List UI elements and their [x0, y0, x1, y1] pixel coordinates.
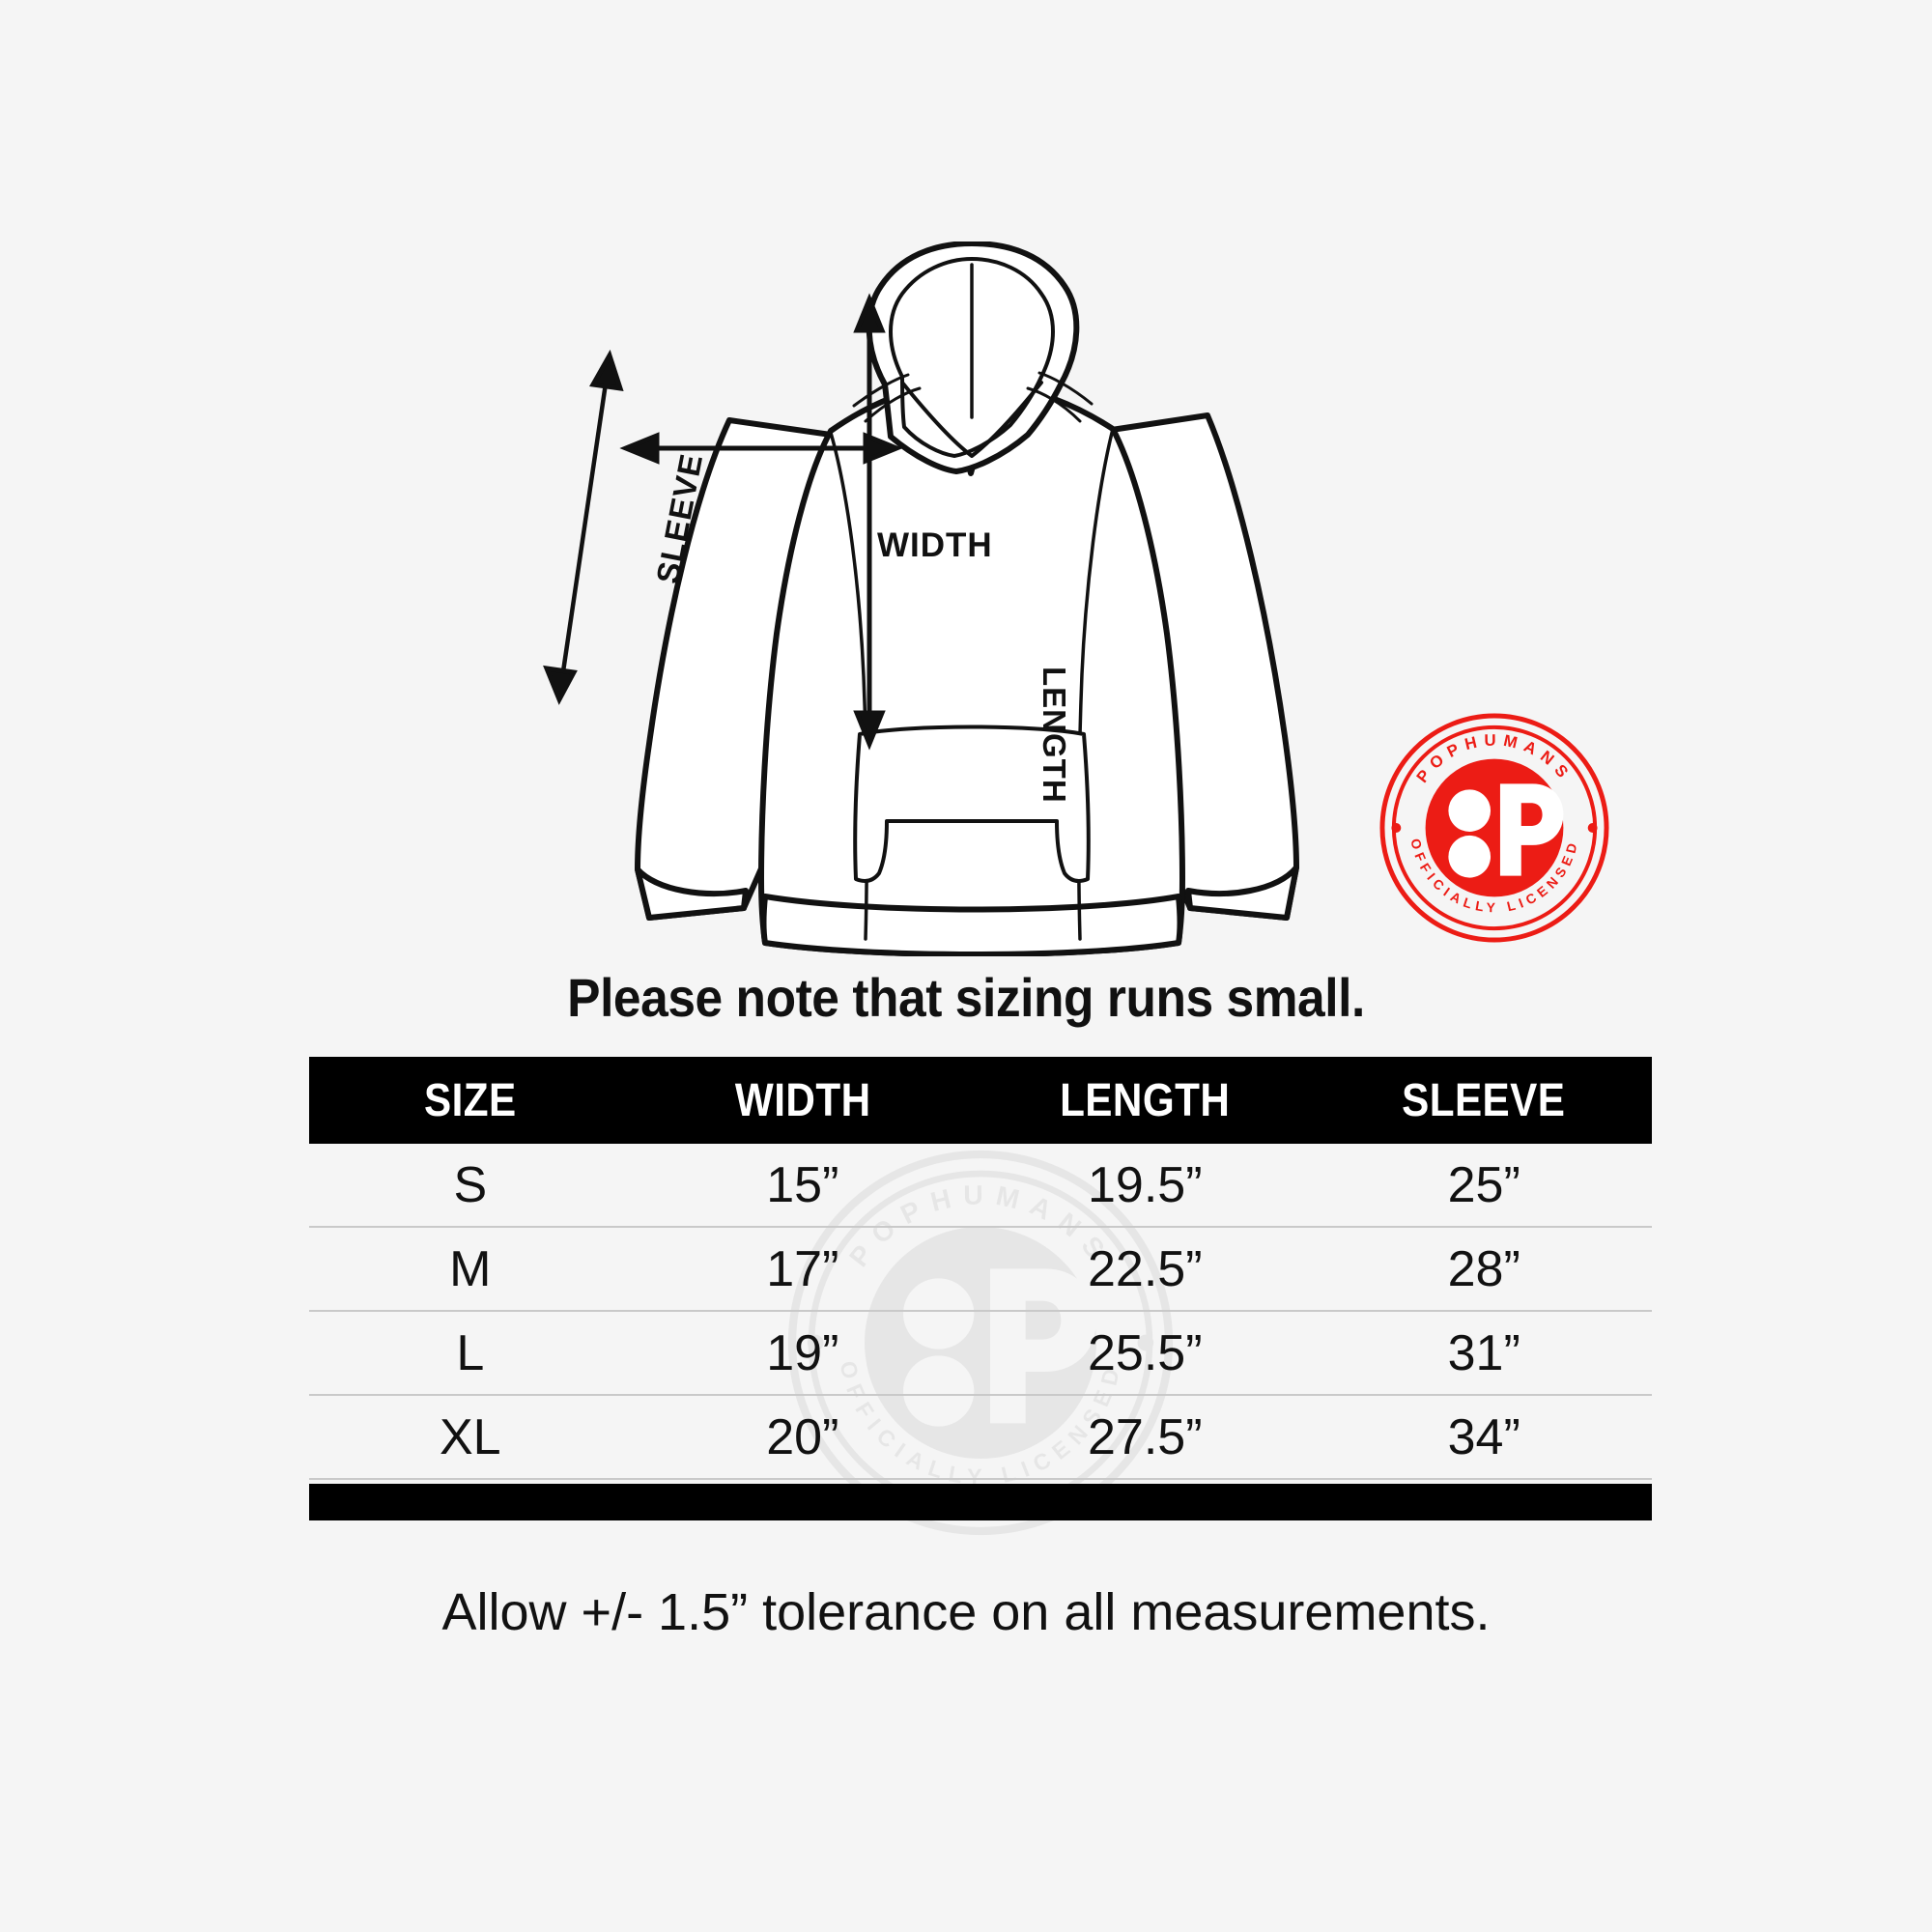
cell-width: 20” — [766, 1408, 839, 1465]
hoodie-line-drawing — [543, 242, 1299, 956]
column-header-sleeve: SLEEVE — [1402, 1074, 1566, 1126]
table-bottom-bar — [309, 1484, 1652, 1520]
cell-width: 15” — [766, 1156, 839, 1213]
cell-sleeve: 34” — [1447, 1408, 1520, 1465]
column-header-width: WIDTH — [734, 1074, 871, 1126]
cell-length: 25.5” — [1087, 1324, 1203, 1381]
cell-sleeve: 25” — [1447, 1156, 1520, 1213]
table-row: XL 20” 27.5” 34” — [309, 1396, 1652, 1480]
tolerance-note: Allow +/- 1.5” tolerance on all measurem… — [441, 1583, 1491, 1641]
cell-length: 19.5” — [1087, 1156, 1203, 1213]
cell-size: S — [453, 1156, 488, 1213]
cell-length: 22.5” — [1087, 1240, 1203, 1297]
table-row: S 15” 19.5” 25” — [309, 1144, 1652, 1228]
cell-size: XL — [439, 1408, 501, 1465]
sizing-runs-small-note: Please note that sizing runs small. — [567, 967, 1365, 1028]
column-header-size: SIZE — [423, 1074, 517, 1126]
cell-size: M — [449, 1240, 492, 1297]
table-row: M 17” 22.5” 28” — [309, 1228, 1652, 1312]
width-measure-label: WIDTH — [877, 526, 993, 564]
pophumans-seal-icon: POPHUMANS OFFICIALLY LICENSED — [1379, 713, 1609, 943]
column-header-length: LENGTH — [1060, 1074, 1231, 1126]
cell-sleeve: 31” — [1447, 1324, 1520, 1381]
cell-width: 19” — [766, 1324, 839, 1381]
cell-size: L — [456, 1324, 485, 1381]
table-row: L 19” 25.5” 31” — [309, 1312, 1652, 1396]
hoodie-illustration — [541, 242, 1391, 956]
cell-sleeve: 28” — [1447, 1240, 1520, 1297]
cell-length: 27.5” — [1087, 1408, 1203, 1465]
pophumans-logo-badge: POPHUMANS OFFICIALLY LICENSED — [1379, 713, 1609, 943]
cell-width: 17” — [766, 1240, 839, 1297]
size-chart-table: POPHUMANS OFFICIALLY LICENSED SIZE WIDTH… — [309, 1057, 1652, 1536]
length-measure-label: LENGTH — [1037, 667, 1072, 804]
measurement-arrows — [543, 293, 903, 751]
table-header-row: SIZE WIDTH LENGTH SLEEVE — [309, 1057, 1652, 1144]
